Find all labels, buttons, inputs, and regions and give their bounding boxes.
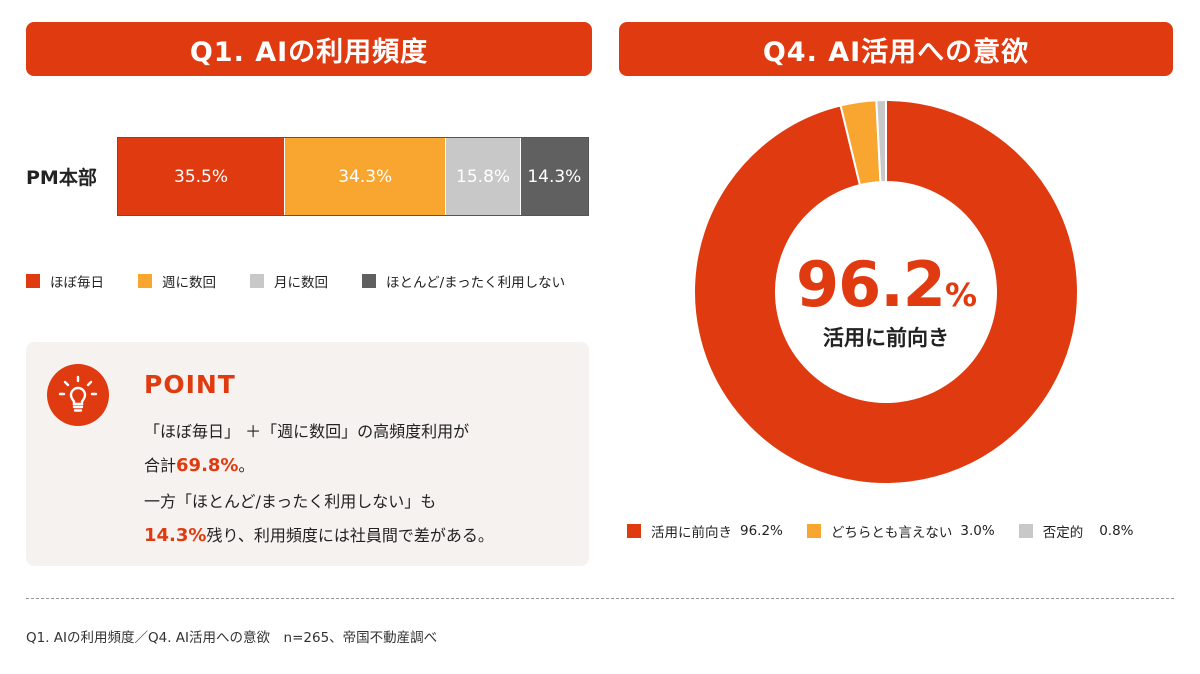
q4-title: Q4. AI活用への意欲 <box>619 22 1173 76</box>
bar-segment-2: 15.8% <box>446 138 521 215</box>
bar-data-label: 34.3% <box>338 166 393 187</box>
bar-data-label: 14.3% <box>527 166 582 187</box>
legend-swatch <box>627 524 641 538</box>
legend-swatch <box>362 274 376 288</box>
legend-item-negative: 否定的 0.8% <box>1018 521 1134 541</box>
legend-label: ほとんど/まったく利用しない <box>386 275 566 291</box>
q1-title: Q1. AIの利用頻度 <box>26 22 592 76</box>
legend-swatch <box>138 274 152 288</box>
legend-item-rarely: ほとんど/まったく利用しない <box>362 271 565 291</box>
point-text-line-3: 一方「ほとんど/まったく利用しない」も <box>144 492 437 511</box>
donut-center-number: 96.2 <box>795 248 946 321</box>
bar-segment-1: 34.3% <box>285 138 447 215</box>
point-text-line-2: 合計69.8%。 <box>144 452 254 476</box>
point-text: 。 <box>238 456 255 475</box>
legend-item-weekly: 週に数回 <box>138 271 216 291</box>
legend-label: どちらとも言えない <box>830 525 953 541</box>
donut-slice-0 <box>693 98 1079 485</box>
donut-center-value: 96.2% <box>690 248 1082 321</box>
point-box: POINT 「ほぼ毎日」 ＋「週に数回」の高頻度利用が 合計69.8%。 一方「… <box>26 342 589 566</box>
point-text: 残り、利用頻度には社員間で差がある。 <box>206 526 494 545</box>
legend-item-monthly: 月に数回 <box>250 271 328 291</box>
legend-item-positive: 活用に前向き 96.2% <box>627 521 783 541</box>
bar-data-label: 35.5% <box>174 166 229 187</box>
q4-legend: 活用に前向き 96.2% どちらとも言えない 3.0% 否定的 0.8% <box>627 521 1173 541</box>
legend-label: ほぼ毎日 <box>50 275 104 291</box>
point-text: 合計 <box>144 456 177 475</box>
legend-value: 96.2% <box>740 523 783 539</box>
legend-value: 0.8% <box>1099 523 1134 539</box>
legend-item-daily: ほぼ毎日 <box>26 271 104 291</box>
point-highlight-rarely: 14.3% <box>144 525 207 546</box>
legend-swatch <box>1018 524 1033 538</box>
lightbulb-icon <box>47 364 109 426</box>
legend-swatch <box>806 524 821 538</box>
donut-slice-2 <box>875 98 887 184</box>
bar-segment-3: 14.3% <box>520 138 588 215</box>
donut-center-unit: % <box>944 276 977 314</box>
bar-data-label: 15.8% <box>456 166 511 187</box>
legend-label: 否定的 <box>1042 525 1084 541</box>
bar-segment-0: 35.5% <box>118 138 286 215</box>
footer-divider <box>26 598 1174 599</box>
bar-row-label: PM本部 <box>26 167 97 189</box>
legend-swatch <box>26 274 40 288</box>
donut-chart <box>693 98 1079 485</box>
legend-label: 活用に前向き <box>651 525 732 541</box>
point-title: POINT <box>144 370 236 399</box>
legend-label: 週に数回 <box>162 275 216 291</box>
donut-center-label: 活用に前向き <box>823 326 949 350</box>
point-text-line-1: 「ほぼ毎日」 ＋「週に数回」の高頻度利用が <box>144 422 470 441</box>
legend-value: 3.0% <box>960 523 995 539</box>
footnote: Q1. AIの利用頻度／Q4. AI活用への意欲 n=265、帝国不動産調べ <box>26 630 438 646</box>
stacked-bar-chart: 35.5% 34.3% 15.8% 14.3% <box>117 137 589 216</box>
legend-item-neutral: どちらとも言えない 3.0% <box>806 521 995 541</box>
q1-legend: ほぼ毎日 週に数回 月に数回 ほとんど/まったく利用しない <box>26 271 596 291</box>
legend-label: 月に数回 <box>274 275 328 291</box>
point-text-line-4: 14.3%残り、利用頻度には社員間で差がある。 <box>144 522 494 546</box>
point-highlight-total: 69.8% <box>176 455 239 476</box>
legend-swatch <box>250 274 264 288</box>
